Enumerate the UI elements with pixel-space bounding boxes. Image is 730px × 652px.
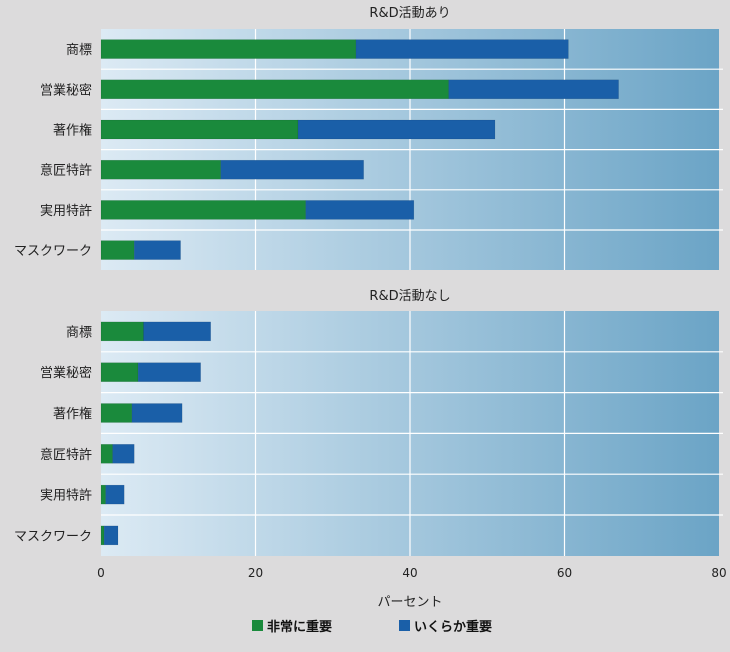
panel-1-bar-2-series-2	[297, 119, 496, 140]
panel-1-bar-4-series-1	[100, 200, 306, 220]
panel-1-bar-1-series-1	[100, 79, 449, 100]
legend-label-1: 非常に重要	[267, 619, 332, 635]
panel-2-bar-1-series-1	[100, 362, 139, 382]
panel-1-bar-4-series-2	[305, 200, 415, 220]
panel-2-bar-4-series-1	[100, 484, 106, 505]
x-tick-label-2: 40	[402, 566, 417, 580]
panel-1-category-label-0: 商標	[66, 43, 92, 58]
panel-1-category-label-3: 意匠特許	[40, 163, 92, 179]
x-tick-label-1: 20	[248, 566, 263, 580]
x-tick-label-3: 60	[557, 566, 572, 580]
panel-2-category-label-3: 意匠特許	[40, 447, 92, 463]
panel-2-bar-5-series-2	[103, 525, 119, 546]
x-tick-label-0: 0	[97, 566, 105, 580]
panel-2-bar-5-series-1	[100, 525, 105, 546]
panel-2-bar-0-series-2	[143, 321, 211, 342]
panel-1-bar-0-series-2	[355, 39, 569, 59]
panel-1-category-label-1: 営業秘密	[40, 82, 92, 98]
panel-1-bar-3-series-2	[220, 159, 364, 180]
panel-2-bar-1-series-2	[137, 362, 201, 382]
panel-2-bar-3-series-1	[100, 444, 113, 464]
legend-swatch-2	[399, 620, 410, 631]
panel-2-bar-2-series-1	[100, 403, 133, 423]
panel-1-bar-1-series-2	[448, 79, 619, 100]
panel-1-bar-0-series-1	[100, 39, 357, 59]
x-axis-label: パーセント	[377, 595, 442, 610]
panel-1-title: R&D活動あり	[369, 6, 450, 21]
panel-2-category-label-5: マスクワーク	[14, 529, 92, 544]
panel-1-bar-3-series-1	[100, 159, 221, 180]
panel-1-category-label-2: 著作権	[53, 123, 92, 139]
legend-swatch-1	[252, 620, 263, 631]
panel-1-bar-5-series-2	[133, 240, 181, 260]
panel-2-bar-2-series-2	[131, 403, 183, 423]
panel-1-category-label-4: 実用特許	[40, 203, 92, 219]
panel-2-category-label-4: 実用特許	[40, 488, 92, 504]
x-tick-label-4: 80	[711, 566, 726, 580]
panel-1-category-label-5: マスクワーク	[14, 244, 92, 259]
legend-label-2: いくらか重要	[414, 619, 492, 635]
panel-2-category-label-1: 営業秘密	[40, 365, 92, 381]
panel-2-bar-4-series-2	[105, 484, 125, 505]
panel-2-bar-0-series-1	[100, 321, 144, 342]
panel-2-title: R&D活動なし	[369, 289, 450, 304]
panel-2-category-label-0: 商標	[66, 325, 92, 340]
panel-1-bar-5-series-1	[100, 240, 135, 260]
panel-1-bar-2-series-1	[100, 119, 299, 140]
panel-2-bar-3-series-2	[112, 444, 135, 464]
panel-2-category-label-2: 著作権	[53, 406, 92, 422]
